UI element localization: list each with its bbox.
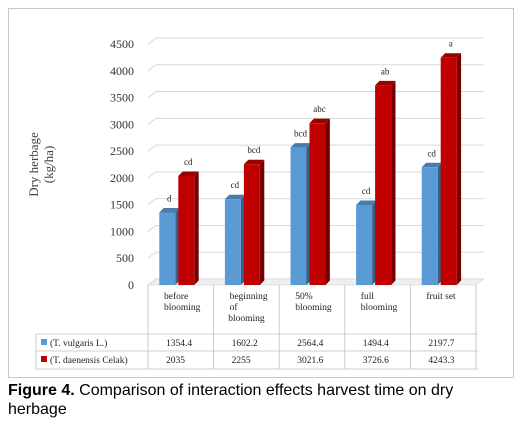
- y-tick-label: 2500: [110, 144, 134, 158]
- bar-top: [356, 200, 377, 205]
- gridline-depth: [147, 37, 157, 45]
- significance-letter: bcd: [294, 129, 307, 139]
- gridline-depth: [147, 251, 157, 259]
- y-axis-label: Dry herbage: [26, 132, 41, 197]
- gridline-depth: [147, 64, 157, 72]
- significance-letter: ab: [381, 66, 390, 76]
- significance-letter: cd: [427, 148, 436, 158]
- y-tick-label: 1000: [110, 224, 134, 238]
- significance-letter: abc: [313, 104, 326, 114]
- table-cell-value: 3726.6: [363, 356, 389, 366]
- gridline-depth: [147, 144, 157, 152]
- y-tick-label: 1500: [110, 198, 134, 212]
- bar-top: [159, 207, 180, 213]
- bar: [421, 167, 438, 285]
- gridline-depth: [147, 117, 157, 125]
- y-tick-label: 0: [128, 278, 134, 292]
- y-tick-label: 500: [116, 251, 134, 265]
- significance-letter: cd: [231, 180, 240, 190]
- bar: [243, 164, 260, 285]
- y-axis-label: (kg/ha): [41, 146, 56, 184]
- table-cell-value: 4243.3: [428, 356, 454, 366]
- gridline-depth: [147, 171, 157, 179]
- category-label: blooming: [228, 314, 265, 324]
- bar: [224, 199, 241, 285]
- bar: [290, 147, 307, 285]
- category-label: beginning: [230, 292, 268, 302]
- bar-top: [178, 171, 199, 177]
- category-label: blooming: [164, 303, 201, 313]
- bar-top: [440, 53, 462, 58]
- bar: [356, 204, 373, 285]
- table-cell-value: 2564.4: [297, 339, 323, 349]
- bar-top: [421, 162, 443, 168]
- figure-caption: Figure 4. Comparison of interaction effe…: [8, 381, 514, 419]
- table-cell-value: 2035: [166, 356, 185, 366]
- table-cell-value: 2255: [232, 356, 251, 366]
- bar-side: [391, 80, 396, 286]
- table-cell-value: 3021.6: [297, 356, 323, 366]
- table-cell-value: 1354.4: [166, 339, 192, 349]
- significance-letter: d: [167, 193, 172, 203]
- bar-top: [375, 80, 396, 86]
- table-cell-value: 1494.4: [363, 339, 389, 349]
- bar-top: [309, 118, 330, 124]
- bar-top: [243, 159, 265, 165]
- caption-label: Figure 4.: [8, 382, 75, 399]
- category-label: of: [230, 302, 239, 313]
- bar: [375, 85, 392, 286]
- y-tick-label: 4500: [110, 37, 134, 51]
- category-label: before: [164, 291, 188, 302]
- y-tick-label: 4000: [110, 64, 134, 78]
- legend-label: (T. vulgaris L.): [50, 338, 107, 349]
- category-label: 50%: [295, 292, 313, 302]
- caption-text: Comparison of interaction effects harves…: [8, 382, 454, 418]
- bar: [178, 176, 195, 285]
- table-cell-value: 1602.2: [232, 339, 258, 349]
- category-label: blooming: [361, 303, 398, 313]
- category-label: full: [361, 291, 375, 302]
- legend-swatch: [41, 339, 47, 345]
- category-label: fruit set: [426, 291, 456, 302]
- significance-letter: a: [449, 39, 453, 49]
- bar-side: [325, 118, 330, 285]
- gridline-depth: [147, 91, 157, 98]
- gridline-depth: [147, 198, 157, 206]
- significance-letter: cd: [184, 157, 193, 167]
- category-label: blooming: [295, 303, 332, 313]
- bar: [159, 212, 176, 285]
- bar-top: [290, 143, 311, 148]
- bar: [309, 123, 326, 285]
- bar-side: [456, 53, 462, 285]
- significance-letter: bcd: [247, 145, 260, 155]
- legend-swatch: [41, 356, 47, 362]
- bar-chart: 0 500 1000 1500 2000 2500 3000 3500 4000 4500 Dry …: [26, 37, 485, 370]
- bar-side: [194, 171, 199, 285]
- significance-letter: cd: [362, 186, 371, 196]
- y-tick-label: 3000: [110, 117, 134, 131]
- gridline-depth: [147, 225, 157, 232]
- legend-label: (T. daenensis Celak): [50, 355, 128, 366]
- y-tick-label: 2000: [110, 171, 134, 185]
- bar: [440, 57, 457, 285]
- table-cell-value: 2197.7: [428, 339, 454, 349]
- y-tick-label: 3500: [110, 91, 134, 105]
- bar-side: [259, 159, 265, 285]
- bar-top: [224, 194, 246, 200]
